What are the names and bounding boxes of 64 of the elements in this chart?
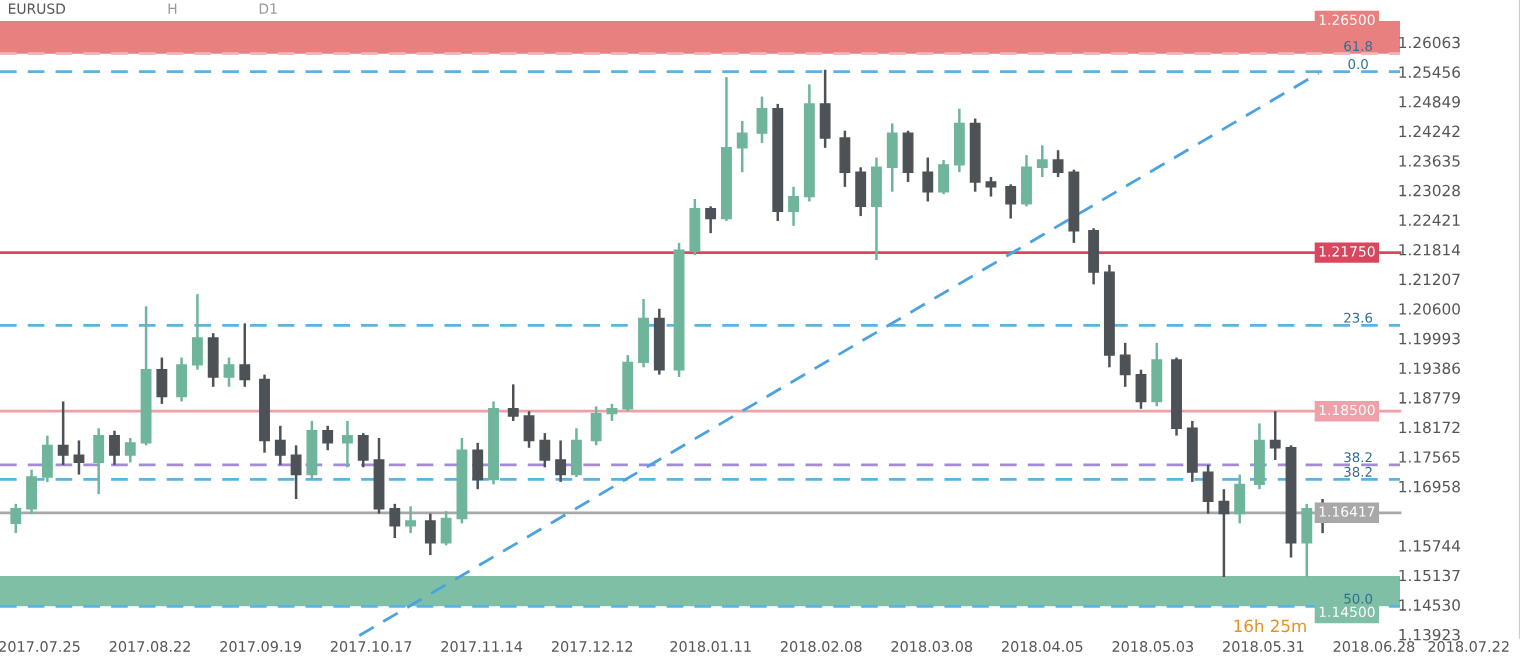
candlestick <box>1202 463 1214 515</box>
annotation: 16h 25m <box>1234 619 1306 633</box>
candlestick <box>1186 419 1198 484</box>
candlestick <box>736 119 748 174</box>
candlestick <box>93 427 105 496</box>
candlestick <box>223 356 235 389</box>
candlestick <box>570 427 582 479</box>
candlestick <box>1052 148 1064 179</box>
candlestick <box>938 158 950 196</box>
candlestick <box>839 129 851 189</box>
candlestick <box>1088 227 1100 286</box>
candlestick <box>10 502 22 535</box>
candlestick <box>902 129 914 184</box>
candlestick <box>424 512 436 557</box>
candlestick <box>274 424 286 467</box>
candlestick <box>507 383 519 423</box>
candlestick <box>871 156 882 262</box>
candlestick <box>357 431 369 469</box>
candlestick <box>1234 473 1246 525</box>
candlestick <box>440 509 452 547</box>
candlestick <box>1135 368 1147 410</box>
candlestick <box>341 419 353 469</box>
candlestick <box>26 468 38 515</box>
candlestick <box>1119 341 1131 389</box>
candlestick <box>207 331 219 389</box>
candlestick <box>953 107 965 174</box>
candlestick <box>1005 183 1017 220</box>
candlestick <box>176 356 188 403</box>
candlestick <box>239 322 251 389</box>
candlestick <box>523 409 535 450</box>
candlestick <box>306 419 318 481</box>
candlestick <box>886 122 898 193</box>
candlestick <box>1253 422 1265 491</box>
candlestick <box>1021 153 1032 208</box>
candlestick <box>1218 487 1230 579</box>
candlestick <box>73 439 85 476</box>
candlestick <box>389 502 401 540</box>
candlestick <box>590 405 602 447</box>
candlestick <box>57 400 69 467</box>
candlestick <box>472 441 484 491</box>
candlestick <box>985 175 997 198</box>
candlestick <box>756 95 768 145</box>
candlestick <box>555 439 567 484</box>
candlestick <box>638 297 649 369</box>
candlestick <box>191 292 203 371</box>
candlestick <box>689 197 701 257</box>
candlestick <box>41 434 53 484</box>
candlestick <box>405 505 417 535</box>
candlestick <box>1151 341 1163 408</box>
candlestick <box>1301 502 1313 579</box>
candlestick <box>156 356 168 406</box>
candlestick <box>124 436 136 464</box>
candlestick <box>622 353 634 413</box>
candlestick <box>819 68 831 150</box>
candlestick <box>855 166 867 218</box>
candlestick <box>322 424 334 452</box>
candlestick <box>922 156 934 203</box>
candlestick <box>1036 144 1048 179</box>
candlestick <box>290 444 302 501</box>
candlestick <box>1269 409 1281 462</box>
candlestick <box>109 429 120 467</box>
candlestick <box>539 431 551 469</box>
candlestick <box>788 185 799 228</box>
candlestick <box>705 205 717 235</box>
